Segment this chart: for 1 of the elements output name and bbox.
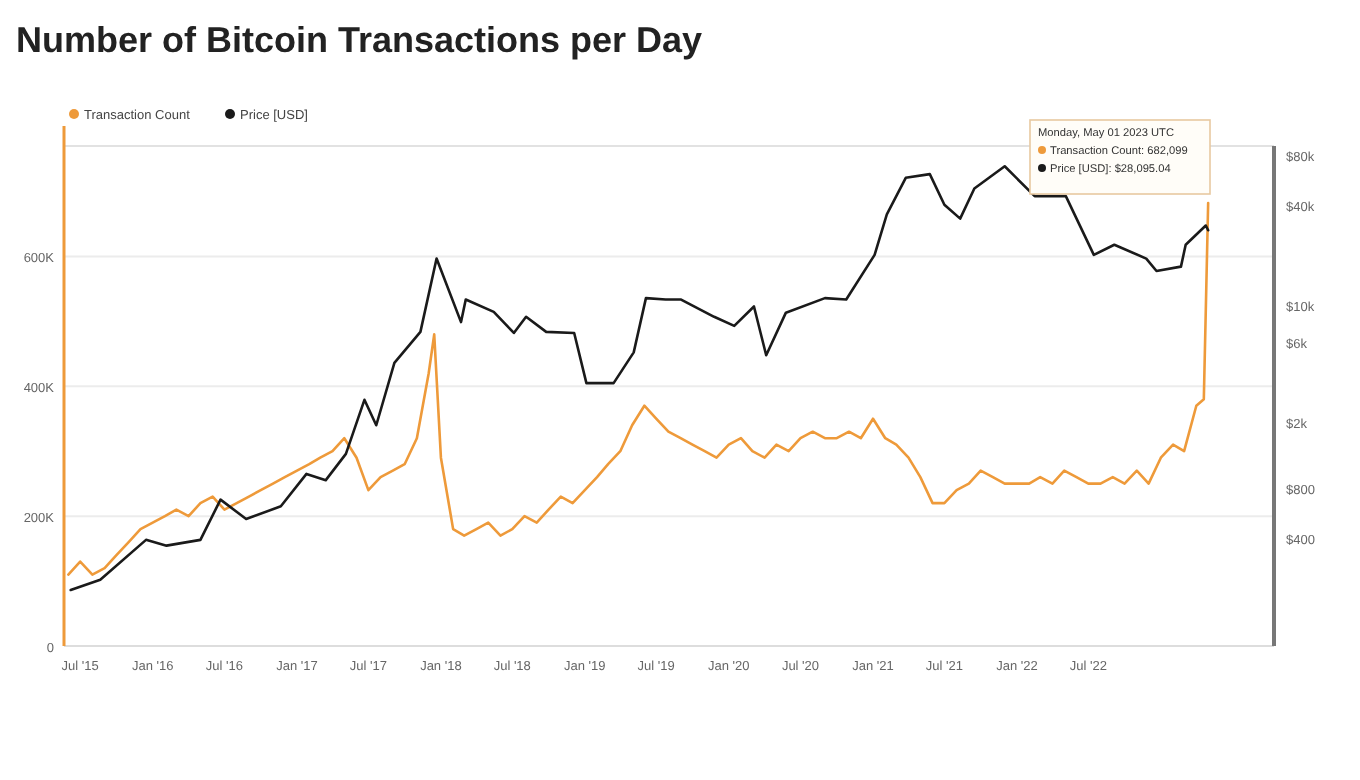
chart-title: Number of Bitcoin Transactions per Day <box>16 20 703 60</box>
